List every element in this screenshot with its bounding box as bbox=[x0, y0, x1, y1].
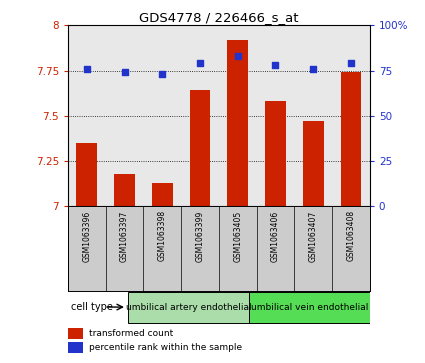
Bar bbox=[265, 101, 286, 206]
Point bbox=[121, 69, 128, 75]
Bar bbox=[340, 72, 361, 206]
Text: GSM1063405: GSM1063405 bbox=[233, 210, 242, 262]
Bar bbox=[303, 121, 323, 206]
Bar bbox=[249, 293, 370, 323]
Bar bbox=[128, 293, 249, 323]
Bar bbox=[152, 183, 173, 206]
Bar bbox=[227, 40, 248, 206]
Text: cell type: cell type bbox=[71, 302, 113, 312]
Text: GSM1063408: GSM1063408 bbox=[346, 210, 355, 261]
Point bbox=[83, 66, 90, 72]
Text: GSM1063397: GSM1063397 bbox=[120, 210, 129, 262]
Point bbox=[197, 61, 204, 66]
Point bbox=[159, 71, 166, 77]
Text: percentile rank within the sample: percentile rank within the sample bbox=[89, 343, 242, 352]
Text: GSM1063407: GSM1063407 bbox=[309, 210, 317, 262]
Point bbox=[348, 61, 354, 66]
Bar bbox=[114, 174, 135, 206]
Text: GSM1063396: GSM1063396 bbox=[82, 210, 91, 262]
Title: GDS4778 / 226466_s_at: GDS4778 / 226466_s_at bbox=[139, 11, 299, 24]
Text: GSM1063406: GSM1063406 bbox=[271, 210, 280, 262]
Bar bbox=[76, 143, 97, 206]
Text: transformed count: transformed count bbox=[89, 329, 173, 338]
Text: umbilical artery endothelial: umbilical artery endothelial bbox=[126, 303, 252, 311]
Point bbox=[234, 53, 241, 59]
Point bbox=[272, 62, 279, 68]
Text: GSM1063399: GSM1063399 bbox=[196, 210, 204, 262]
Bar bbox=[190, 90, 210, 206]
Bar bbox=[68, 328, 83, 339]
Bar bbox=[68, 342, 83, 352]
Text: GSM1063398: GSM1063398 bbox=[158, 210, 167, 261]
Text: umbilical vein endothelial: umbilical vein endothelial bbox=[251, 303, 368, 311]
Point bbox=[310, 66, 317, 72]
